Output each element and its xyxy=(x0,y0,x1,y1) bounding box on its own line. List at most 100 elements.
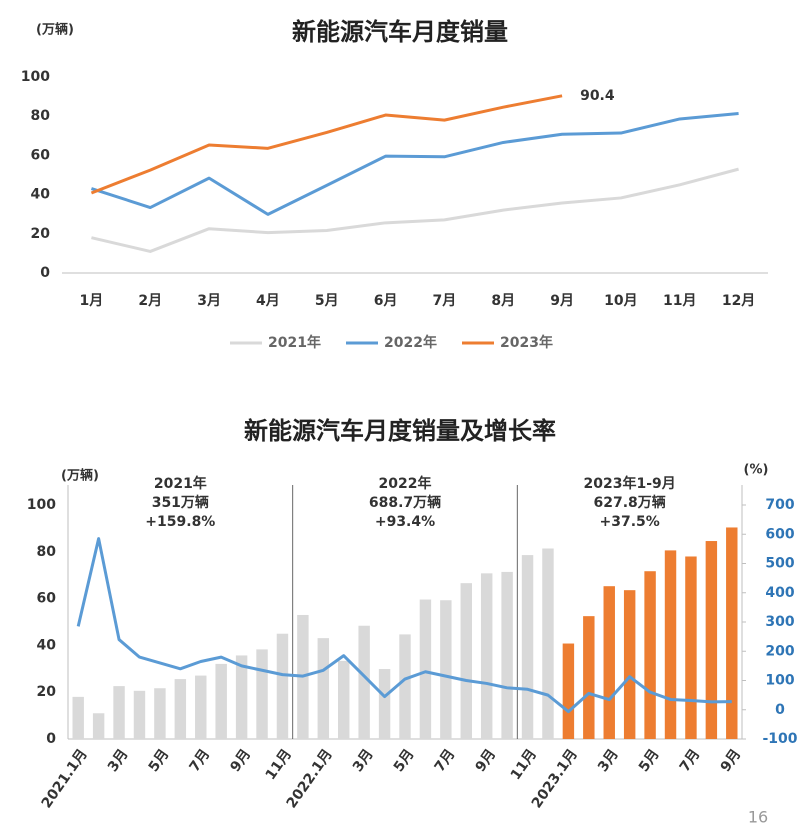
x-tick-label: 12月 xyxy=(722,293,755,309)
x-tick-label: 11月 xyxy=(508,746,540,783)
bar xyxy=(154,688,166,739)
y2-tick-label: -100 xyxy=(762,731,797,747)
bar xyxy=(542,548,554,739)
line xyxy=(76,537,732,714)
y-tick-label: 60 xyxy=(31,147,51,163)
x-tick-label: 9月 xyxy=(473,746,500,775)
y2-tick-label: 700 xyxy=(765,497,794,513)
line xyxy=(90,111,739,216)
y2-tick-label: 0 xyxy=(775,702,785,718)
x-tick-label: 3月 xyxy=(197,293,221,309)
bar xyxy=(603,586,615,739)
chart-title: 新能源汽车月度销量及增长率 xyxy=(244,417,556,445)
x-tick-label: 7月 xyxy=(677,746,704,775)
bar xyxy=(174,679,187,739)
x-tick-label: 2021.1月 xyxy=(39,746,91,811)
x-tick-label: 4月 xyxy=(256,293,280,309)
bar xyxy=(562,643,575,739)
bar xyxy=(276,633,289,739)
annotation: +37.5% xyxy=(600,514,660,530)
bar xyxy=(623,590,636,739)
y-tick-label: 40 xyxy=(37,637,57,653)
x-tick-label: 9月 xyxy=(550,293,574,309)
x-tick-label: 6月 xyxy=(374,293,398,309)
annotation: 2022年 xyxy=(379,475,432,492)
annotation: 688.7万辆 xyxy=(369,494,441,511)
bar xyxy=(501,571,513,739)
annotation: 627.8万辆 xyxy=(594,494,666,511)
y2-tick-label: 100 xyxy=(765,673,794,689)
y-tick-label: 0 xyxy=(46,731,56,747)
x-tick-label: 10月 xyxy=(604,293,637,309)
y2-tick-label: 300 xyxy=(765,614,794,630)
y2-tick-label: 600 xyxy=(765,526,794,542)
chart-title: 新能源汽车月度销量 xyxy=(292,18,508,46)
y-tick-label: 40 xyxy=(31,187,51,203)
bar xyxy=(338,660,350,739)
annotation: 2023年1-9月 xyxy=(584,475,676,492)
page-number: 16 xyxy=(748,808,768,827)
x-tick-label: 3月 xyxy=(105,746,132,775)
x-tick-label: 7月 xyxy=(187,746,214,775)
x-tick-label: 11月 xyxy=(663,293,696,309)
line xyxy=(90,94,563,195)
bar xyxy=(92,713,105,739)
x-tick-label: 8月 xyxy=(491,293,515,309)
bar xyxy=(215,663,227,739)
bar xyxy=(685,556,697,739)
bar xyxy=(358,625,370,739)
y-tick-label: 80 xyxy=(31,108,51,124)
bar xyxy=(72,696,84,739)
y-tick-label: 100 xyxy=(27,497,56,513)
x-tick-label: 5月 xyxy=(146,746,173,775)
bar xyxy=(419,599,432,739)
annotation: 2021年 xyxy=(154,475,207,492)
legend-label: 2023年 xyxy=(500,334,553,351)
y-tick-label: 80 xyxy=(37,544,57,560)
bar xyxy=(480,573,493,739)
y-tick-label: 60 xyxy=(37,591,57,607)
x-tick-label: 9月 xyxy=(227,746,254,775)
x-tick-label: 5月 xyxy=(636,746,663,775)
x-tick-label: 7月 xyxy=(432,746,459,775)
bar xyxy=(317,638,330,739)
bar xyxy=(705,541,718,739)
legend-label: 2021年 xyxy=(268,334,321,351)
bar xyxy=(644,571,656,739)
y-tick-label: 20 xyxy=(31,226,51,242)
bar xyxy=(133,690,146,739)
annotation: +93.4% xyxy=(375,514,435,530)
bar xyxy=(256,649,268,739)
x-tick-label: 3月 xyxy=(595,746,622,775)
y-axis-label: (万辆) xyxy=(36,22,74,38)
x-tick-label: 2月 xyxy=(138,293,162,309)
bar xyxy=(726,527,738,739)
y-axis-label: (万辆) xyxy=(61,468,99,484)
x-tick-label: 11月 xyxy=(263,746,295,783)
bar xyxy=(399,634,411,739)
x-tick-label: 1月 xyxy=(80,293,104,309)
x-tick-label: 7月 xyxy=(433,293,457,309)
bar xyxy=(378,669,391,739)
bar xyxy=(440,600,452,739)
line xyxy=(91,167,739,253)
bar xyxy=(235,655,248,739)
data-label: 90.4 xyxy=(580,88,615,104)
bar xyxy=(583,616,595,739)
bar xyxy=(195,675,207,739)
annotation: +159.8% xyxy=(145,514,215,530)
y2-tick-label: 500 xyxy=(765,556,794,572)
y2-tick-label: 200 xyxy=(765,643,794,659)
bar xyxy=(460,583,472,739)
annotation: 351万辆 xyxy=(152,494,209,511)
y-tick-label: 0 xyxy=(40,265,50,281)
y2-tick-label: 400 xyxy=(765,585,794,601)
x-tick-label: 9月 xyxy=(718,746,745,775)
x-tick-label: 5月 xyxy=(391,746,418,775)
y2-axis-label: (%) xyxy=(744,463,769,478)
y-tick-label: 20 xyxy=(37,684,57,700)
x-tick-label: 5月 xyxy=(315,293,339,309)
bar xyxy=(113,686,125,739)
bar xyxy=(521,555,534,739)
